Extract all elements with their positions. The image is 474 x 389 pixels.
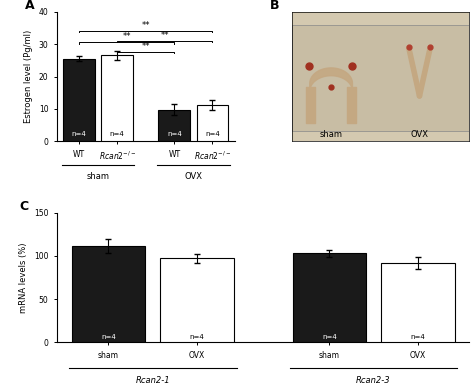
Text: **: ** bbox=[142, 21, 150, 30]
Text: **: ** bbox=[161, 31, 169, 40]
Bar bbox=[101, 56, 133, 141]
Bar bbox=[160, 258, 234, 342]
Text: sham: sham bbox=[87, 172, 109, 181]
Text: OVX: OVX bbox=[410, 130, 428, 139]
Text: n=4: n=4 bbox=[410, 334, 425, 340]
Text: B: B bbox=[270, 0, 280, 12]
Text: n=4: n=4 bbox=[190, 334, 204, 340]
Bar bbox=[381, 263, 455, 342]
Text: **: ** bbox=[142, 42, 150, 51]
Bar bbox=[72, 246, 145, 342]
Text: OVX: OVX bbox=[184, 172, 202, 181]
Y-axis label: mRNA levels (%): mRNA levels (%) bbox=[19, 242, 28, 313]
Text: **: ** bbox=[122, 33, 131, 42]
FancyBboxPatch shape bbox=[292, 25, 469, 131]
Text: n=4: n=4 bbox=[110, 131, 125, 137]
Text: n=4: n=4 bbox=[101, 334, 116, 340]
Text: n=4: n=4 bbox=[167, 131, 182, 137]
Bar bbox=[63, 59, 95, 141]
Text: n=4: n=4 bbox=[72, 131, 86, 137]
Text: A: A bbox=[25, 0, 35, 12]
Text: n=4: n=4 bbox=[205, 131, 220, 137]
Y-axis label: Estrogen level (Pg/ml): Estrogen level (Pg/ml) bbox=[24, 30, 33, 123]
Bar bbox=[158, 110, 190, 141]
Bar bbox=[292, 253, 366, 342]
Text: Rcan2-1: Rcan2-1 bbox=[135, 376, 170, 385]
Text: Rcan2-3: Rcan2-3 bbox=[356, 376, 391, 385]
Text: n=4: n=4 bbox=[322, 334, 337, 340]
Text: C: C bbox=[20, 200, 29, 213]
Text: sham: sham bbox=[319, 130, 342, 139]
Bar bbox=[197, 105, 228, 141]
